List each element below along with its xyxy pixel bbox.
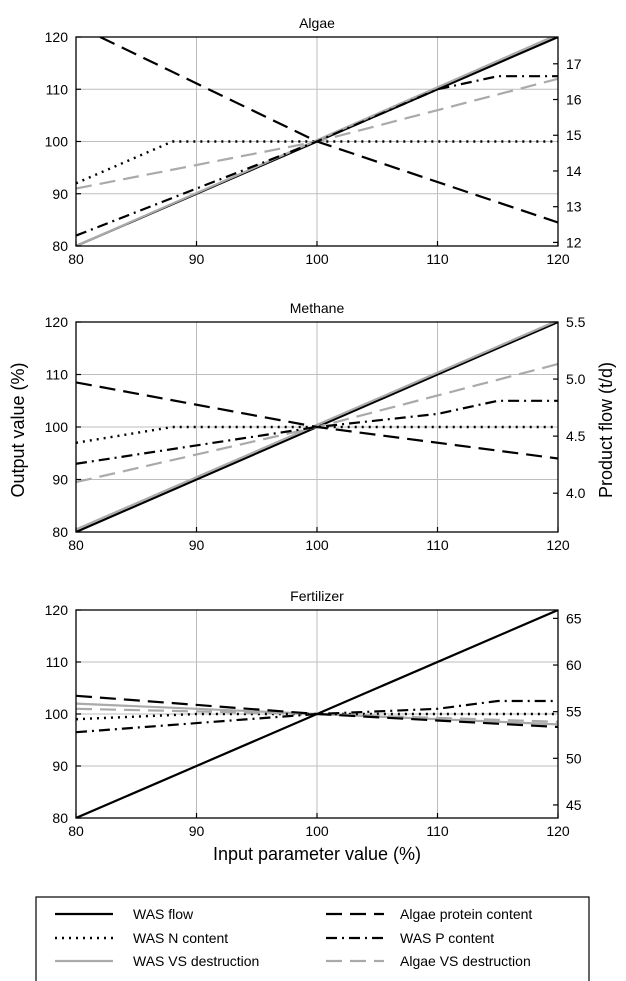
x-tick-label: 80 — [68, 251, 84, 267]
y-tick-label: 120 — [45, 314, 69, 330]
right-y-tick-label: 60 — [566, 657, 582, 673]
y-tick-label: 80 — [52, 524, 68, 540]
right-y-tick-label: 5.5 — [566, 314, 586, 330]
series-group — [76, 37, 558, 246]
chart-panel-2: 80 90 100 110 120 80 90 100 110 120 45 50 55 60 65 Fert… — [45, 588, 582, 839]
x-tick-label: 120 — [546, 823, 570, 839]
legend-label-was_vs: WAS VS destruction — [133, 953, 259, 969]
right-y-tick-label: 5.0 — [566, 371, 586, 387]
x-axis-label: Input parameter value (%) — [213, 844, 421, 864]
y-axis-label-left: Output value (%) — [8, 362, 28, 497]
right-y-tick-label: 13 — [566, 199, 582, 215]
panel-title: Algae — [299, 15, 335, 31]
series-line-was_vs — [76, 322, 558, 531]
x-tick-label: 100 — [305, 823, 329, 839]
y-tick-label: 100 — [45, 706, 69, 722]
x-tick-label: 80 — [68, 823, 84, 839]
right-y-tick-label: 15 — [566, 127, 582, 143]
chart-panel-1: 80 90 100 110 120 80 90 100 110 120 4.0 4.5 5.0 5.5 Me… — [45, 300, 586, 553]
series-group — [76, 610, 558, 818]
x-tick-label: 90 — [189, 251, 205, 267]
right-y-tick-label: 65 — [566, 610, 582, 626]
series-group — [76, 322, 558, 532]
series-line-was_n — [76, 140, 558, 185]
y-tick-label: 110 — [46, 367, 69, 383]
legend-label-algae_protein: Algae protein content — [400, 906, 532, 922]
y-tick-label: 100 — [45, 134, 69, 150]
right-y-tick-label: 17 — [566, 56, 582, 72]
y-axis-label-right: Product flow (t/d) — [596, 362, 616, 498]
y-tick-label: 100 — [45, 419, 69, 435]
y-tick-label: 80 — [52, 238, 68, 254]
right-y-tick-label: 12 — [566, 234, 582, 250]
y-tick-label: 120 — [45, 602, 69, 618]
right-y-tick-label: 55 — [566, 704, 582, 720]
x-tick-label: 120 — [546, 537, 570, 553]
panel-title: Methane — [290, 300, 345, 316]
legend-label-was_flow: WAS flow — [133, 906, 194, 922]
series-line-was_vs — [76, 37, 555, 246]
y-tick-label: 110 — [46, 654, 69, 670]
y-tick-label: 110 — [46, 81, 69, 97]
y-tick-label: 90 — [52, 186, 68, 202]
right-y-tick-label: 4.0 — [566, 485, 586, 501]
x-tick-label: 110 — [426, 251, 449, 267]
series-line-was_p — [76, 399, 558, 465]
x-tick-label: 100 — [305, 251, 329, 267]
right-y-tick-label: 50 — [566, 750, 582, 766]
y-tick-label: 120 — [45, 29, 69, 45]
legend: WAS flow Algae protein content WAS N conte… — [35, 896, 590, 981]
x-tick-label: 110 — [426, 537, 449, 553]
right-y-tick-label: 14 — [566, 163, 582, 179]
x-tick-label: 80 — [68, 537, 84, 553]
x-tick-label: 100 — [305, 537, 329, 553]
right-y-tick-label: 16 — [566, 92, 582, 108]
x-tick-label: 110 — [426, 823, 449, 839]
right-y-tick-label: 45 — [566, 797, 582, 813]
x-tick-label: 120 — [546, 251, 570, 267]
series-line-algae_protein — [76, 381, 558, 460]
y-tick-label: 90 — [52, 758, 68, 774]
series-line-was_n — [76, 712, 558, 721]
panel-title: Fertilizer — [290, 588, 344, 604]
x-tick-label: 90 — [189, 537, 205, 553]
y-tick-label: 80 — [52, 810, 68, 826]
legend-label-was_n: WAS N content — [133, 930, 228, 946]
legend-label-was_p: WAS P content — [400, 930, 494, 946]
y-tick-label: 90 — [52, 472, 68, 488]
series-line-was_p — [76, 699, 558, 734]
legend-label-algae_vs: Algae VS destruction — [400, 953, 531, 969]
right-y-tick-label: 4.5 — [566, 428, 586, 444]
legend-box — [35, 896, 590, 981]
x-tick-label: 90 — [189, 823, 205, 839]
series-line-algae_protein — [76, 694, 558, 729]
